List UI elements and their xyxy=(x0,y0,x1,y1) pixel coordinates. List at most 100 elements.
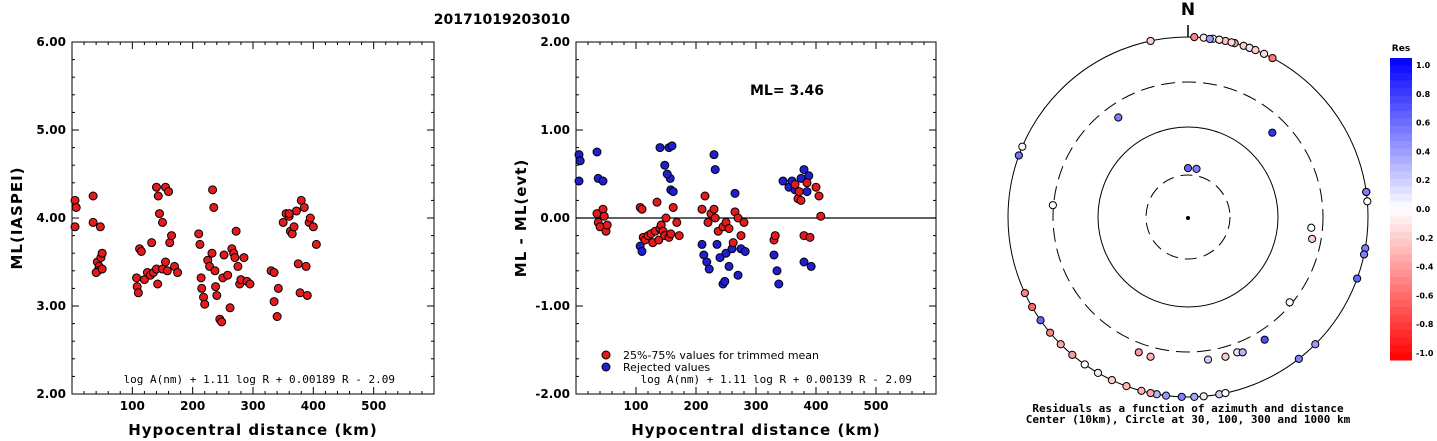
station-marker xyxy=(1311,340,1320,349)
used-point xyxy=(802,178,812,188)
colorbar-segment xyxy=(1390,171,1412,180)
data-point xyxy=(132,273,142,283)
station-marker xyxy=(1363,197,1372,206)
legend-rejected-label: Rejected values xyxy=(623,361,710,374)
rejected-point xyxy=(668,187,678,197)
x-axis-label: Hypocentral distance (km) xyxy=(128,421,378,439)
x-axis-label: Hypocentral distance (km) xyxy=(631,421,881,439)
rejected-point xyxy=(769,250,779,260)
used-point xyxy=(794,187,804,197)
colorbar-segment xyxy=(1390,148,1412,157)
rejected-point xyxy=(662,169,672,179)
data-point xyxy=(230,253,240,263)
ml-vs-distance-chart: 2.00 3.00 4.00 5.00 6.00 100 200 300 400 500 Hypoc… xyxy=(8,35,435,439)
station-marker xyxy=(1036,316,1045,325)
data-point xyxy=(219,250,229,260)
used-point xyxy=(733,213,743,223)
used-point xyxy=(790,180,800,190)
data-point xyxy=(311,239,321,249)
colorbar-segment xyxy=(1390,322,1412,331)
used-point xyxy=(674,231,684,241)
colorbar-segment xyxy=(1390,58,1412,67)
colorbar-segment xyxy=(1390,284,1412,293)
colorbar-tick-label: 0.4 xyxy=(1416,147,1431,156)
residual-vs-distance-chart: -2.00 -1.00 0.00 1.00 2.00 100 200 300 400 500 Hyp… xyxy=(512,35,937,439)
data-point xyxy=(153,279,163,289)
colorbar-tick-label: -0.8 xyxy=(1416,320,1434,329)
rejected-point xyxy=(799,257,809,267)
colorbar-tick-label: 0.6 xyxy=(1416,119,1431,128)
used-point xyxy=(599,211,609,221)
data-point xyxy=(273,283,283,293)
used-point xyxy=(709,204,719,214)
colorbar-segment xyxy=(1390,352,1412,361)
data-point xyxy=(154,209,164,219)
station-marker xyxy=(1068,350,1077,359)
x-tick-label: 200 xyxy=(180,399,205,413)
used-point xyxy=(814,191,824,201)
rejected-point xyxy=(592,147,602,157)
station-marker xyxy=(1020,288,1029,298)
data-point xyxy=(211,282,221,292)
used-point xyxy=(672,217,682,227)
y-tick-label: 6.00 xyxy=(36,35,66,49)
data-point xyxy=(196,273,206,283)
data-point xyxy=(207,248,217,258)
colorbar-segment xyxy=(1390,88,1412,97)
data-point xyxy=(197,283,207,293)
colorbar-segment xyxy=(1390,269,1412,278)
figure-title: 20171019203010 xyxy=(434,12,571,28)
data-point xyxy=(225,303,235,313)
station-marker xyxy=(1146,36,1155,46)
data-point xyxy=(308,222,318,232)
data-point xyxy=(208,185,218,195)
rejected-point xyxy=(715,253,725,263)
y-axis-label: ML - ML(evt) xyxy=(512,159,530,277)
rejected-point xyxy=(637,246,647,256)
used-point xyxy=(811,182,821,192)
station-marker xyxy=(1294,354,1303,363)
map-caption-line2: Center (10km), Circle at 30, 100, 300 an… xyxy=(1026,413,1351,426)
colorbar-tick-label: -0.6 xyxy=(1416,291,1434,300)
data-point xyxy=(161,257,171,267)
rejected-point xyxy=(772,266,782,276)
x-tick-label: 500 xyxy=(361,399,386,413)
station-marker xyxy=(1192,164,1201,173)
x-tick-label: 500 xyxy=(863,399,888,413)
used-point xyxy=(796,195,806,205)
station-marker xyxy=(1048,201,1057,210)
colorbar-segment xyxy=(1390,110,1412,119)
x-tick-label: 300 xyxy=(743,399,768,413)
colorbar-segment xyxy=(1390,254,1412,263)
station-marker xyxy=(1122,382,1131,391)
data-point xyxy=(200,299,210,309)
rejected-point xyxy=(712,239,722,249)
data-point xyxy=(167,231,177,241)
station-marker xyxy=(1161,391,1171,400)
station-marker xyxy=(1353,274,1362,283)
colorbar-segment xyxy=(1390,239,1412,248)
data-point xyxy=(299,202,309,212)
data-point xyxy=(194,229,204,239)
colorbar-segment xyxy=(1390,276,1412,285)
residual-colorbar: Res 1.0 0.8 0.6 0.4 0.2 0.0 -0.2 -0.4 -0.6 -0.8 -1.… xyxy=(1390,44,1434,361)
rejected-point xyxy=(655,143,665,153)
used-point xyxy=(666,229,676,239)
rejected-point xyxy=(667,141,677,151)
station-marker xyxy=(1183,164,1193,173)
legend-used-marker xyxy=(601,350,611,360)
data-point xyxy=(158,217,167,227)
station-marker xyxy=(1134,348,1143,357)
station-marker xyxy=(1203,355,1213,364)
y-tick-label: 1.00 xyxy=(540,123,570,137)
rejected-point xyxy=(774,279,784,289)
station-marker xyxy=(1190,33,1199,42)
data-point xyxy=(223,270,233,280)
data-point xyxy=(231,226,241,236)
x-tick-label: 300 xyxy=(240,399,265,413)
data-point xyxy=(239,253,249,263)
data-point xyxy=(70,222,80,232)
colorbar-segment xyxy=(1390,231,1412,240)
data-point xyxy=(289,222,299,232)
